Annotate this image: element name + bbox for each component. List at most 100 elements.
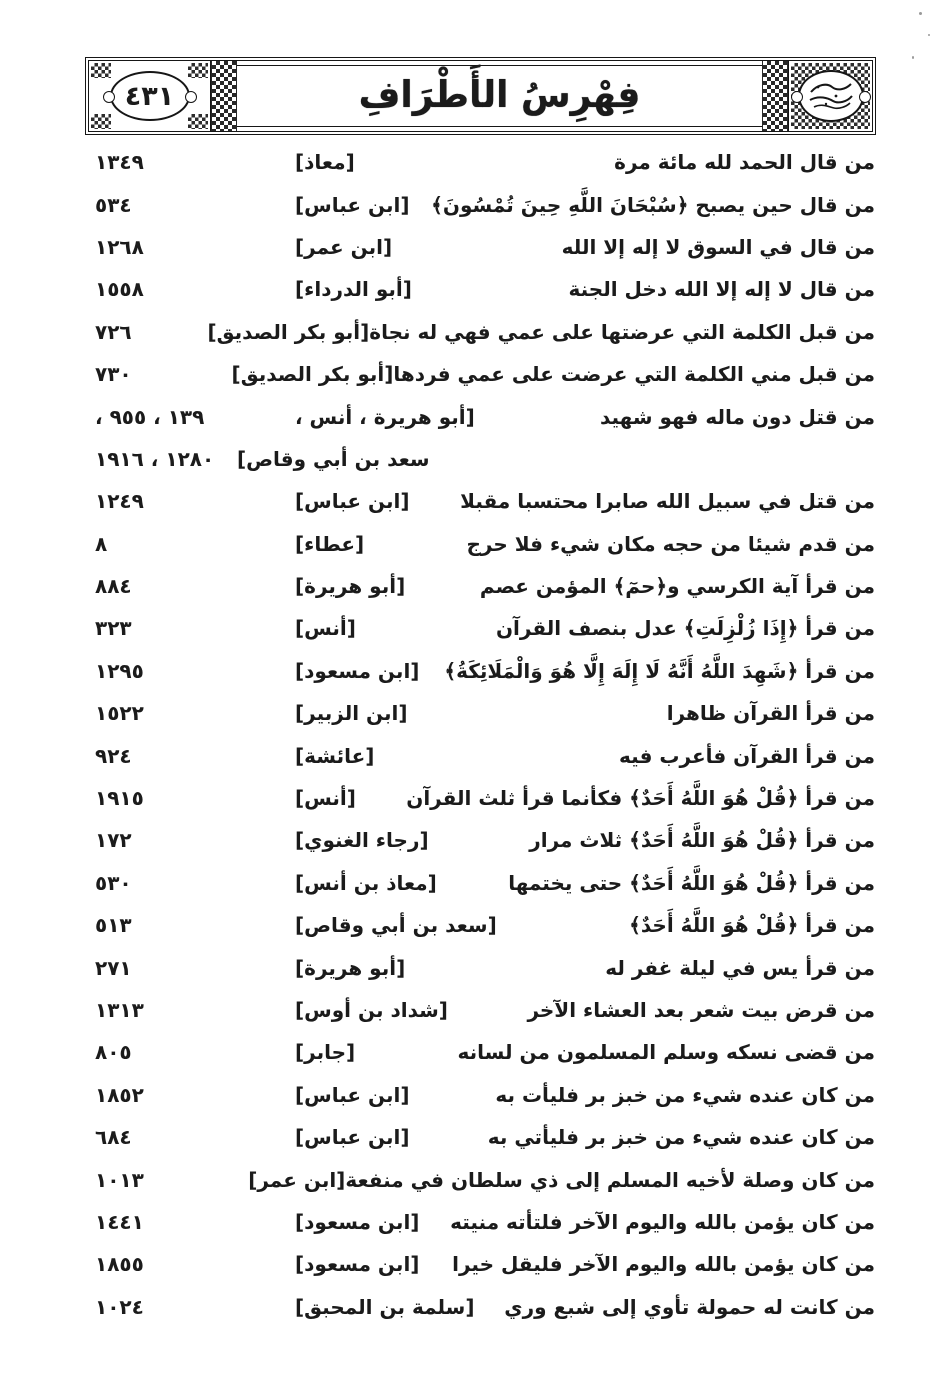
hadith-text: من قال حين يصبح ﴿سُبْحَانَ اللَّهِ حِينَ… — [431, 192, 875, 217]
page-references: ١٨٥٥ — [95, 1252, 144, 1277]
monogram-oval — [790, 70, 871, 122]
hadith-text: من قضى نسكه وسلم المسلمون من لسانه — [457, 1040, 875, 1065]
page-references: ٥٣٤ — [95, 192, 132, 217]
index-row: من كان يؤمن بالله واليوم الآخر فلتأته من… — [95, 1201, 875, 1243]
narrator-name: [معاذ بن أنس] — [295, 870, 437, 895]
page-references: ١٠٢٤ — [95, 1294, 144, 1319]
page-references: ١٥٢٢ — [95, 701, 144, 726]
index-row: من كان عنده شيء من خبز بر فليأت به [ابن … — [95, 1074, 875, 1116]
narrator-name: [أبو الدرداء] — [295, 277, 412, 302]
index-row: من كان عنده شيء من خبز بر فليأتي به [ابن… — [95, 1116, 875, 1158]
index-row: من قتل دون ماله فهو شهيد [أبو هريرة ، أن… — [95, 395, 875, 437]
index-row: من قدم شيئا من حجه مكان شيء فلا حرج [عطا… — [95, 523, 875, 565]
page-references: ٦٨٤ — [95, 1125, 132, 1150]
page-references: ٣٢٣ — [95, 616, 132, 641]
hadith-text: من قبل الكلمة التي عرضتها على عمي فهي له… — [369, 319, 875, 344]
narrator-name: [ابن عمر] — [295, 234, 393, 259]
narrator-name: [سعد بن أبي وقاص] — [295, 913, 497, 938]
narrator-name: [ابن عباس] — [295, 1125, 410, 1150]
hadith-text: من قال في السوق لا إله إلا الله — [561, 234, 875, 259]
narrator-name: [عائشة] — [295, 743, 375, 768]
calligraphy-monogram-icon — [809, 83, 853, 110]
page-references: ١٢٨٠ ، ١٩١٦ — [95, 446, 215, 471]
narrator-name: [ابن مسعود] — [295, 658, 420, 683]
title-band: فِهْرِسُ الأَطْرَافِ — [237, 65, 762, 127]
narrator-name: [أنس] — [295, 786, 356, 811]
checker-ornament-icon — [91, 63, 111, 78]
page-references: ٩٢٤ — [95, 743, 132, 768]
narrator-name: [ابن مسعود] — [295, 1252, 420, 1277]
narrator-name: [ابن عباس] — [295, 489, 410, 514]
index-row: من قال لا إله إلا الله دخل الجنة [أبو ال… — [95, 268, 875, 310]
hadith-text: من قرأ آية الكرسي و﴿حمٓ﴾ المؤمن عصم — [479, 574, 875, 599]
page-references: ١٢٦٨ — [95, 234, 144, 259]
page-references: ٧٢٦ — [95, 319, 132, 344]
index-row: سعد بن أبي وقاص] ١٢٨٠ ، ١٩١٦ — [95, 438, 875, 480]
index-list: من قال الحمد لله مائة مرة [معاذ] ١٣٤٩ من… — [95, 141, 875, 1328]
ornament-divider-icon — [211, 61, 237, 131]
hadith-text: من قتل في سبيل الله صابرا محتسبا مقبلا — [460, 489, 875, 514]
index-row: من قرأ ﴿قُلْ هُوَ اللَّهُ أَحَدٌ﴾ [سعد ب… — [95, 904, 875, 946]
narrator-name: [أنس] — [295, 616, 356, 641]
page-header-band: ٤٣١ فِهْرِسُ الأَطْرَافِ — [85, 57, 876, 135]
hadith-text: من كان عنده شيء من خبز بر فليأت به — [495, 1082, 875, 1107]
narrator-name: [أبو بكر الصديق] — [231, 362, 394, 387]
narrator-name: سعد بن أبي وقاص] — [237, 446, 430, 471]
index-row: من قال حين يصبح ﴿سُبْحَانَ اللَّهِ حِينَ… — [95, 183, 875, 225]
narrator-name: [ابن مسعود] — [295, 1209, 420, 1234]
narrator-name: [ابن عباس] — [295, 1082, 410, 1107]
index-row: من قبل مني الكلمة التي عرضت على عمي فرده… — [95, 353, 875, 395]
hadith-text: من كان يؤمن بالله واليوم الآخر فليقل خير… — [452, 1252, 875, 1277]
hadith-text: من قال لا إله إلا الله دخل الجنة — [568, 277, 875, 302]
page-number-cartouche: ٤٣١ — [89, 61, 211, 131]
hadith-text: من قرأ ﴿إِذَا زُلْزِلَتِ﴾ عدل بنصف القرآ… — [495, 616, 875, 641]
hadith-text: من كان وصلة لأخيه المسلم إلى ذي سلطان في… — [345, 1167, 875, 1192]
index-row: من كان وصلة لأخيه المسلم إلى ذي سلطان في… — [95, 1158, 875, 1200]
narrator-name: [معاذ] — [295, 150, 355, 175]
hadith-text: من قرأ ﴿قُلْ هُوَ اللَّهُ أَحَدٌ﴾ ثلاث م… — [529, 828, 875, 853]
hadith-text: من قرأ ﴿قُلْ هُوَ اللَّهُ أَحَدٌ﴾ حتى يخ… — [508, 870, 875, 895]
checker-ornament-icon — [188, 63, 208, 78]
narrator-name: [رجاء الغنوي] — [295, 828, 429, 853]
page-references: ١٣٤٩ — [95, 150, 144, 175]
hadith-text: من قرأ ﴿شَهِدَ اللَّهُ أَنَّهُ لَا إِلَه… — [444, 658, 875, 683]
narrator-name: [ابن عباس] — [295, 192, 410, 217]
narrator-name: [جابر] — [295, 1040, 356, 1065]
page-references: ٢٧١ — [95, 955, 132, 980]
narrator-name: [ابن الزبير] — [295, 701, 408, 726]
monogram-cartouche — [788, 61, 872, 131]
index-row: من قتل في سبيل الله صابرا محتسبا مقبلا [… — [95, 480, 875, 522]
hadith-text: من قرأ ﴿قُلْ هُوَ اللَّهُ أَحَدٌ﴾ — [629, 913, 875, 938]
index-row: من قرأ القرآن ظاهرا [ابن الزبير] ١٥٢٢ — [95, 692, 875, 734]
page-references: ٨ — [95, 531, 108, 556]
page-references: ١٢٩٥ — [95, 658, 144, 683]
narrator-name: [ابن عمر] — [248, 1167, 346, 1192]
page-references: ١٥٥٨ — [95, 277, 144, 302]
hadith-text: من كان يؤمن بالله واليوم الآخر فلتأته من… — [450, 1209, 875, 1234]
hadith-text: من قبل مني الكلمة التي عرضت على عمي فرده… — [393, 362, 875, 387]
index-row: من كانت له حمولة تأوي إلى شبع وري [سلمة … — [95, 1286, 875, 1328]
page-references: ١٢٤٩ — [95, 489, 144, 514]
page-references: ١٨٥٢ — [95, 1082, 144, 1107]
narrator-name: [أبو هريرة] — [295, 955, 406, 980]
page-number: ٤٣١ — [124, 80, 175, 112]
scan-speck — [912, 56, 914, 59]
page-references: ١٩١٥ — [95, 786, 144, 811]
index-row: من قرأ ﴿قُلْ هُوَ اللَّهُ أَحَدٌ﴾ فكأنما… — [95, 777, 875, 819]
hadith-text: من قتل دون ماله فهو شهيد — [599, 404, 875, 429]
narrator-name: [عطاء] — [295, 531, 365, 556]
hadith-text: من قرأ القرآن فأعرب فيه — [619, 743, 875, 768]
scan-speck — [928, 34, 930, 36]
index-row: من قضى نسكه وسلم المسلمون من لسانه [جابر… — [95, 1031, 875, 1073]
index-row: من كان يؤمن بالله واليوم الآخر فليقل خير… — [95, 1243, 875, 1285]
index-row: من قرأ ﴿شَهِدَ اللَّهُ أَنَّهُ لَا إِلَه… — [95, 650, 875, 692]
narrator-name: [أبو هريرة] — [295, 574, 406, 599]
hadith-text: من قرأ القرآن ظاهرا — [666, 701, 875, 726]
hadith-text: من كان عنده شيء من خبز بر فليأتي به — [487, 1125, 875, 1150]
page-references: ١٣١٣ — [95, 998, 144, 1022]
narrator-name: [شداد بن أوس] — [295, 998, 448, 1022]
index-row: من قرض بيت شعر بعد العشاء الآخر [شداد بن… — [95, 989, 875, 1031]
page-references: ٥١٣ — [95, 913, 132, 938]
checker-ornament-icon — [91, 114, 111, 129]
